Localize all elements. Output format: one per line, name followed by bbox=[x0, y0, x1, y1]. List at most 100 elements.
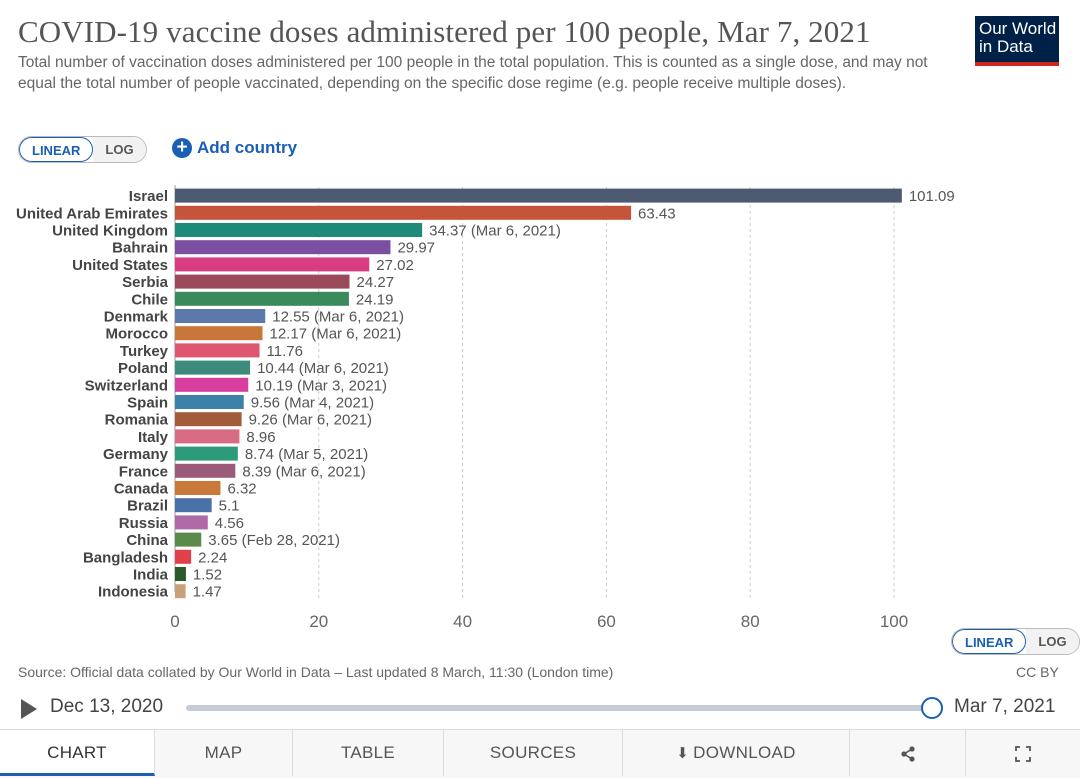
value-label: 27.02 bbox=[376, 257, 414, 274]
linear-scale-button[interactable]: LINEAR bbox=[19, 137, 94, 162]
bar[interactable] bbox=[175, 223, 423, 237]
value-label: 63.43 bbox=[638, 205, 676, 222]
bar[interactable] bbox=[175, 188, 902, 203]
bar[interactable] bbox=[175, 481, 221, 495]
country-label: Israel bbox=[129, 188, 168, 205]
country-label: Bangladesh bbox=[83, 549, 168, 566]
license-link[interactable]: CC BY bbox=[1016, 664, 1059, 680]
bar[interactable] bbox=[175, 412, 242, 427]
bar[interactable] bbox=[175, 446, 238, 461]
tab-chart[interactable]: CHART bbox=[0, 730, 155, 776]
timeline: Dec 13, 2020 Mar 7, 2021 bbox=[0, 694, 1080, 722]
download-icon: ⬇ bbox=[676, 745, 690, 762]
bar[interactable] bbox=[175, 395, 244, 409]
tab-bar: CHART MAP TABLE SOURCES ⬇ DOWNLOAD bbox=[0, 729, 1080, 778]
country-label: Spain bbox=[127, 395, 168, 412]
bar[interactable] bbox=[175, 584, 186, 599]
x-tick-label: 80 bbox=[741, 612, 760, 630]
country-label: Turkey bbox=[120, 343, 169, 360]
bar[interactable] bbox=[175, 498, 212, 513]
fullscreen-icon bbox=[1015, 745, 1031, 762]
country-label: Serbia bbox=[122, 274, 169, 291]
value-label: 24.19 bbox=[356, 291, 394, 308]
log-scale-button-bottom[interactable]: LOG bbox=[1026, 629, 1079, 654]
bar[interactable] bbox=[175, 257, 370, 272]
bar[interactable] bbox=[175, 463, 236, 478]
value-label: 12.17 (Mar 6, 2021) bbox=[270, 326, 402, 343]
value-label: 9.56 (Mar 4, 2021) bbox=[251, 395, 374, 412]
add-country-button[interactable]: + Add country bbox=[172, 138, 297, 158]
x-tick-label: 20 bbox=[309, 612, 328, 630]
bar[interactable] bbox=[175, 240, 391, 255]
value-label: 4.56 bbox=[215, 515, 244, 532]
value-label: 1.47 bbox=[193, 584, 222, 601]
bar[interactable] bbox=[175, 309, 266, 323]
timeline-track[interactable] bbox=[186, 705, 931, 711]
bar[interactable] bbox=[175, 377, 249, 392]
bar[interactable] bbox=[175, 274, 350, 289]
tab-table[interactable]: TABLE bbox=[293, 730, 444, 776]
timeline-start-date: Dec 13, 2020 bbox=[50, 696, 164, 717]
value-label: 10.19 (Mar 3, 2021) bbox=[255, 377, 387, 394]
logo-line-2: in Data bbox=[979, 37, 1033, 56]
share-button[interactable] bbox=[850, 730, 966, 776]
bar[interactable] bbox=[175, 549, 192, 564]
scale-toggle-top: LINEAR LOG bbox=[18, 136, 147, 163]
value-label: 9.26 (Mar 6, 2021) bbox=[249, 412, 372, 429]
bar[interactable] bbox=[175, 326, 263, 341]
bar[interactable] bbox=[175, 205, 632, 220]
timeline-handle[interactable] bbox=[921, 697, 943, 719]
value-label: 8.39 (Mar 6, 2021) bbox=[242, 463, 365, 480]
log-scale-button[interactable]: LOG bbox=[93, 137, 146, 162]
source-note: Source: Official data collated by Our Wo… bbox=[18, 664, 614, 680]
country-label: Indonesia bbox=[98, 584, 169, 601]
x-tick-label: 40 bbox=[453, 612, 472, 630]
country-label: Denmark bbox=[104, 309, 169, 326]
tab-sources[interactable]: SOURCES bbox=[444, 730, 623, 776]
value-label: 11.76 bbox=[267, 343, 303, 360]
value-label: 29.97 bbox=[397, 240, 435, 257]
country-label: United States bbox=[72, 257, 168, 274]
country-label: Canada bbox=[114, 481, 169, 498]
owid-logo[interactable]: Our World in Data bbox=[975, 16, 1059, 66]
value-label: 6.32 bbox=[227, 481, 256, 498]
country-label: Chile bbox=[131, 291, 168, 308]
share-icon bbox=[900, 745, 915, 762]
bar[interactable] bbox=[175, 291, 349, 306]
bar[interactable] bbox=[175, 567, 186, 581]
country-label: Russia bbox=[119, 515, 169, 532]
value-label: 10.44 (Mar 6, 2021) bbox=[257, 360, 389, 377]
tab-download[interactable]: ⬇ DOWNLOAD bbox=[623, 730, 850, 776]
value-label: 8.74 (Mar 5, 2021) bbox=[245, 446, 368, 463]
add-country-label: Add country bbox=[197, 138, 298, 157]
country-label: United Kingdom bbox=[52, 223, 168, 240]
country-label: Germany bbox=[103, 446, 169, 463]
chart-title: COVID-19 vaccine doses administered per … bbox=[18, 14, 871, 49]
country-label: France bbox=[119, 463, 168, 480]
tab-map[interactable]: MAP bbox=[155, 730, 293, 776]
play-icon[interactable] bbox=[21, 699, 37, 719]
bar[interactable] bbox=[175, 515, 208, 530]
bar-chart: 0 20 40 60 80 100 Israel 101.09 United Arab Emir… bbox=[16, 185, 955, 630]
logo-line-1: Our World bbox=[979, 19, 1057, 38]
bar[interactable] bbox=[175, 343, 260, 358]
country-label: Switzerland bbox=[85, 377, 168, 394]
value-label: 2.24 bbox=[198, 549, 227, 566]
x-tick-label: 0 bbox=[170, 612, 179, 630]
country-label: India bbox=[133, 567, 169, 584]
country-label: Morocco bbox=[105, 326, 168, 343]
linear-scale-button-bottom[interactable]: LINEAR bbox=[952, 629, 1027, 654]
value-label: 101.09 bbox=[909, 188, 955, 205]
x-tick-label: 60 bbox=[597, 612, 616, 630]
country-label: China bbox=[126, 532, 168, 549]
bar[interactable] bbox=[175, 360, 251, 375]
value-label: 3.65 (Feb 28, 2021) bbox=[208, 532, 340, 549]
plus-icon: + bbox=[172, 138, 192, 158]
x-tick-label: 100 bbox=[880, 612, 908, 630]
bar[interactable] bbox=[175, 532, 202, 547]
fullscreen-button[interactable] bbox=[966, 730, 1080, 776]
value-label: 12.55 (Mar 6, 2021) bbox=[272, 309, 404, 326]
value-label: 34.37 (Mar 6, 2021) bbox=[429, 223, 561, 240]
country-label: Poland bbox=[118, 360, 168, 377]
bar[interactable] bbox=[175, 429, 240, 444]
